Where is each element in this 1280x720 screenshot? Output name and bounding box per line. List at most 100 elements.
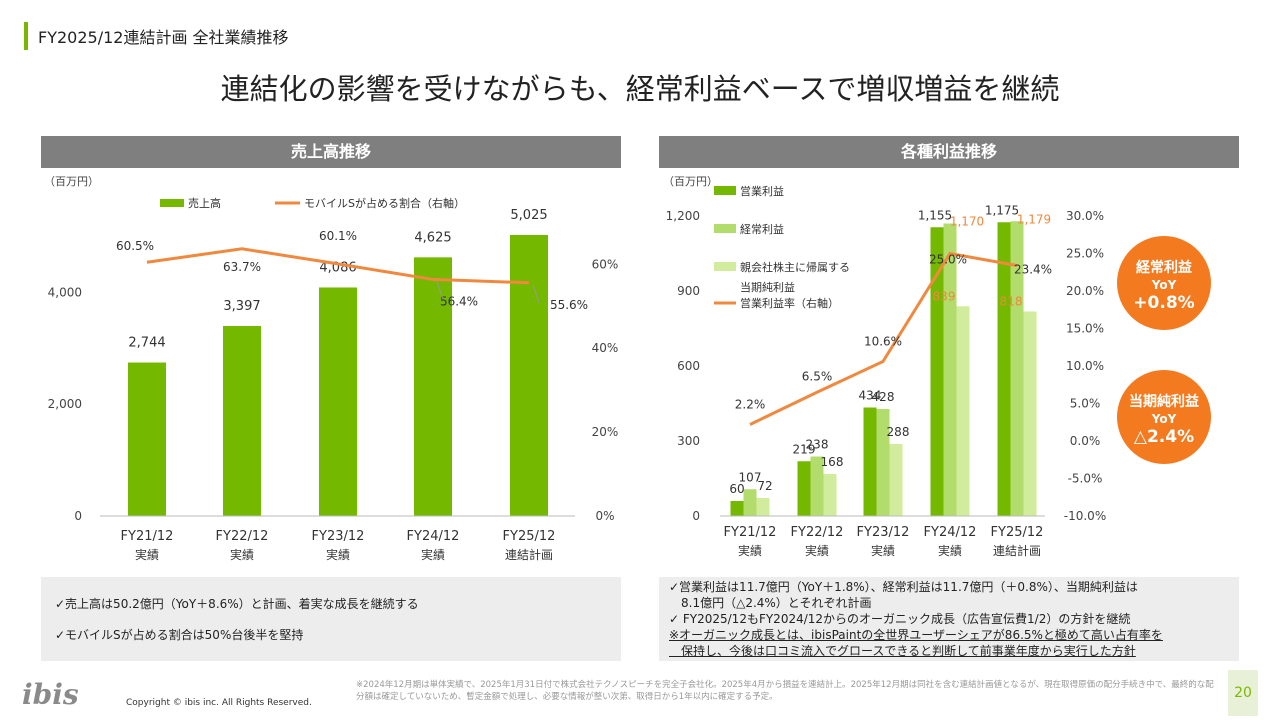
operating-margin-label: 10.6%: [864, 335, 902, 349]
page-number: 20: [1228, 670, 1258, 716]
operating-margin-label: 2.2%: [735, 398, 766, 412]
x-category-sublabel: 実績: [230, 547, 254, 562]
badge-yoy: YoY: [1151, 278, 1177, 292]
x-category-label: FY21/12: [121, 529, 174, 544]
y-right-tick-label: -10.0%: [1064, 509, 1106, 523]
copyright: Copyright © ibis inc. All Rights Reserve…: [126, 698, 312, 708]
legend-label-net-profit-cont: 当期純利益: [740, 280, 795, 294]
operating-margin-label: 25.0%: [929, 253, 967, 267]
y-right-tick-label: 15.0%: [1066, 322, 1104, 336]
profit-note-2: 8.1億円（△2.4%）とそれぞれ計画: [669, 596, 872, 610]
profit-bar: [997, 222, 1011, 516]
sales-bar: [414, 257, 452, 516]
sales-bar-label: 3,397: [223, 299, 260, 314]
badge-value: +0.8%: [1133, 293, 1195, 313]
y-right-tick-label: 5.0%: [1070, 397, 1101, 411]
ordinary-profit-label: 1,179: [1017, 212, 1051, 226]
y-left-tick-label: 4,000: [48, 285, 82, 299]
y-left-tick-label: 300: [677, 434, 700, 448]
sales-bar-label: 4,625: [414, 230, 451, 245]
ordinary-profit-label: 428: [872, 390, 895, 404]
sales-bar-label: 5,025: [510, 208, 547, 223]
net-profit-badge: 当期純利益 YoY △2.4%: [1117, 370, 1211, 464]
y-right-tick-label: 20%: [592, 425, 619, 439]
x-category-label: FY25/12: [991, 525, 1044, 540]
badge-title: 経常利益: [1136, 260, 1192, 276]
x-category-sublabel: 連結計画: [505, 547, 553, 562]
y-right-tick-label: 10.0%: [1066, 359, 1104, 373]
net-profit-label: 72: [757, 479, 772, 493]
profit-bar: [810, 456, 824, 516]
section-accent-bar: [24, 22, 28, 50]
legend-label-sales: 売上高: [188, 196, 221, 210]
mobile-share-label: 55.6%: [550, 298, 588, 312]
label-leader-line: [436, 281, 444, 300]
operating-profit-label: 219: [793, 442, 816, 456]
profit-bar: [943, 223, 957, 516]
x-category-sublabel: 実績: [871, 543, 895, 558]
net-profit-label: 288: [887, 425, 910, 439]
y-left-tick-label: 0: [74, 509, 82, 523]
mobile-share-label: 63.7%: [223, 260, 261, 274]
mobile-share-line: [146, 247, 530, 285]
profit-chart-title: 各種利益推移: [659, 136, 1239, 168]
mobile-share-label: 56.4%: [440, 294, 478, 308]
ordinary-profit-label: 1,170: [950, 215, 984, 229]
profit-bar: [956, 306, 970, 516]
operating-profit-label: 1,175: [985, 203, 1019, 217]
badge-value: △2.4%: [1133, 427, 1195, 447]
x-category-label: FY25/12: [503, 529, 556, 544]
operating-profit-label: 434: [859, 389, 882, 403]
legend-swatch-net-profit: [714, 262, 736, 271]
label-leader-line: [532, 284, 540, 303]
profit-bar: [730, 501, 744, 516]
y-right-tick-label: -5.0%: [1068, 472, 1103, 486]
net-profit-label: 818: [1000, 295, 1023, 309]
operating-margin-line: [749, 251, 1018, 426]
profit-note-4: ※オーガニック成長とは、ibisPaintの全世界ユーザーシェアが86.5%と極…: [669, 628, 1163, 642]
x-category-sublabel: 実績: [135, 547, 159, 562]
x-category-sublabel: 実績: [805, 543, 829, 558]
mobile-share-label: 60.5%: [116, 239, 154, 253]
y-left-tick-label: 1,200: [666, 209, 700, 223]
badge-yoy: YoY: [1151, 412, 1177, 426]
section-title: FY2025/12連結計画 全社業績推移: [38, 28, 289, 47]
sales-bar-label: 2,744: [128, 336, 165, 351]
sales-bar: [128, 362, 166, 516]
sales-bar: [223, 326, 261, 516]
legend-label-net-profit: 親会社株主に帰属する: [740, 260, 850, 274]
legend-label-mobile-share: モバイルSが占める割合（右軸）: [304, 196, 465, 210]
profit-bar: [743, 489, 757, 516]
x-category-sublabel: 実績: [738, 543, 762, 558]
badge-title: 当期純利益: [1129, 394, 1199, 410]
profit-bar: [863, 407, 877, 516]
x-category-label: FY21/12: [724, 525, 777, 540]
sales-notes: ✓売上高は50.2億円（YoY＋8.6%）と計画、着実な成長を継続する ✓モバイ…: [41, 577, 621, 661]
sales-note-1: ✓売上高は50.2億円（YoY＋8.6%）と計画、着実な成長を継続する: [55, 597, 419, 611]
y-right-tick-label: 40%: [592, 341, 619, 355]
legend-swatch-ordinary-profit: [714, 224, 736, 233]
y-left-tick-label: 2,000: [48, 397, 82, 411]
profit-notes: ✓営業利益は11.7億円（YoY＋1.8%）、経常利益は11.7億円（＋0.8%…: [659, 577, 1239, 661]
x-category-label: FY24/12: [924, 525, 977, 540]
sales-chart-unit: （百万円）: [44, 175, 99, 188]
operating-margin-label: 6.5%: [802, 369, 833, 383]
y-right-tick-label: 60%: [592, 257, 619, 271]
x-category-sublabel: 実績: [938, 543, 962, 558]
sales-chart: 売上高 モバイルSが占める割合（右軸） 0 2,000 4,000 0% 20% 40% 60%…: [48, 196, 619, 562]
profit-chart-unit: （百万円）: [663, 175, 718, 188]
profit-bar: [797, 461, 811, 516]
sales-note-2: ✓モバイルSが占める割合は50%台後半を堅持: [55, 628, 304, 642]
page-headline: 連結化の影響を受けながらも、経常利益ベースで増収増益を継続: [220, 72, 1060, 106]
x-category-label: FY23/12: [312, 529, 365, 544]
profit-bar: [930, 227, 944, 516]
operating-profit-label: 60: [729, 482, 744, 496]
x-category-label: FY22/12: [216, 529, 269, 544]
y-left-tick-label: 900: [677, 284, 700, 298]
legend-label-operating-profit: 営業利益: [740, 184, 784, 198]
y-left-tick-label: 600: [677, 359, 700, 373]
legend-swatch-operating-profit: [714, 186, 736, 195]
y-right-tick-label: 0%: [595, 509, 614, 523]
profit-bar: [876, 409, 890, 516]
profit-note-1: ✓営業利益は11.7億円（YoY＋1.8%）、経常利益は11.7億円（＋0.8%…: [669, 580, 1138, 594]
